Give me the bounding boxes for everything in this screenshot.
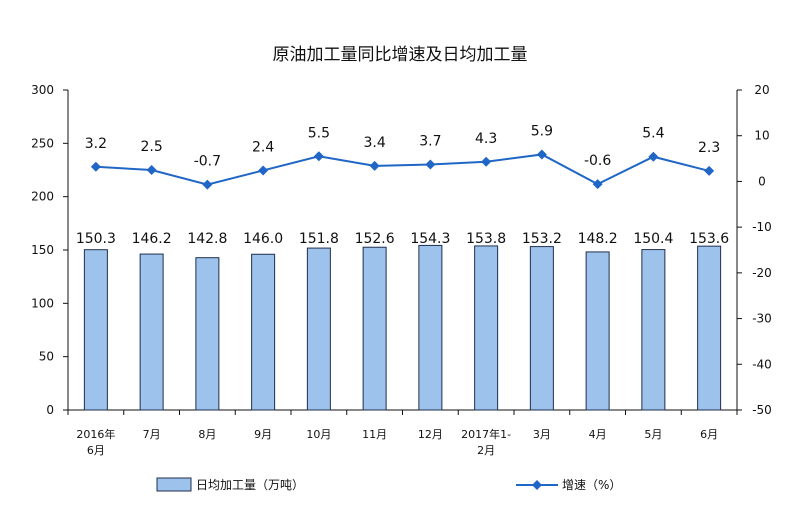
bar-data-label: 142.8 — [187, 231, 227, 247]
bar-data-label: 153.8 — [466, 231, 506, 247]
bar — [474, 245, 499, 411]
y-left-tick-label: 50 — [39, 350, 54, 364]
line-marker — [313, 151, 324, 162]
line-data-label: 3.7 — [419, 134, 441, 150]
line-data-label: 5.9 — [531, 123, 553, 139]
y-left-tick-label: 250 — [31, 136, 54, 150]
growth-line — [95, 153, 710, 186]
y-left-tick-label: 100 — [31, 296, 54, 310]
line-marker — [146, 165, 157, 175]
line-marker — [90, 161, 101, 172]
x-tick-label: 8月 — [198, 428, 216, 441]
bar-data-label: 148.2 — [578, 231, 618, 247]
line-data-label: -0.6 — [584, 153, 611, 169]
bars — [83, 244, 722, 411]
line-data-label: 2.3 — [698, 140, 720, 156]
y-right-tick-label: 10 — [754, 129, 769, 143]
bar-data-label: 150.3 — [76, 231, 116, 247]
chart-title: 原油加工量同比增速及日均加工量 — [273, 45, 528, 65]
legend-line-label: 增速（%） — [562, 478, 621, 492]
bar-data-label: 150.4 — [633, 231, 673, 247]
line-data-label: 5.4 — [642, 126, 664, 142]
line-marker — [481, 156, 492, 167]
bar — [362, 246, 387, 411]
line-marker — [202, 179, 213, 190]
x-tick-label: 6月 — [700, 428, 718, 441]
line-data-label: 5.5 — [308, 125, 330, 141]
line-marker — [592, 179, 603, 190]
bar-data-label: 146.0 — [243, 231, 283, 247]
x-tick-label: 6月 — [87, 444, 105, 457]
x-tick-label: 2016年 — [76, 427, 115, 441]
bar — [697, 245, 722, 411]
legend-line-marker — [532, 480, 542, 490]
x-tick-label: 7月 — [143, 428, 161, 441]
x-tick-label: 5月 — [644, 428, 662, 441]
bar — [529, 246, 554, 411]
x-tick-label: 3月 — [533, 428, 551, 441]
bar — [251, 253, 276, 411]
y-left-tick-label: 200 — [31, 190, 54, 204]
y-left-tick-label: 0 — [46, 403, 54, 417]
x-tick-label: 9月 — [254, 428, 272, 441]
y-right-tick-label: -40 — [752, 357, 772, 371]
line-data-label: 3.2 — [85, 136, 107, 152]
legend-bar-label: 日均加工量（万吨） — [196, 478, 304, 492]
y-left-tick-label: 150 — [31, 243, 54, 257]
bar — [418, 244, 443, 411]
legend-bar-swatch — [156, 477, 192, 492]
data-labels: 150.3 146.2 142.8 146.0 151.8 152.6 154.3 153.8… — [76, 123, 729, 247]
line-marker — [536, 149, 547, 160]
y-right-tick-label: -20 — [752, 266, 772, 280]
line-marker — [704, 165, 715, 176]
x-tick-label: 10月 — [306, 428, 331, 441]
bar — [585, 251, 610, 411]
bar-data-label: 146.2 — [132, 231, 172, 247]
line-marker — [258, 165, 269, 176]
y-right-tick-label: -50 — [752, 403, 772, 417]
y-right-tick-label: -10 — [752, 220, 772, 234]
y-right-tick-label: 0 — [758, 174, 766, 188]
bar-data-label: 153.2 — [522, 231, 562, 247]
bar-data-label: 151.8 — [299, 231, 339, 247]
line-marker — [425, 159, 436, 170]
legend: 日均加工量（万吨） 增速（%） — [156, 477, 621, 492]
line-data-label: 2.4 — [252, 139, 274, 155]
x-tick-label: 4月 — [589, 428, 607, 441]
x-tick-label: 2017年1- — [461, 427, 511, 441]
line-data-label: -0.7 — [194, 154, 221, 170]
x-tick-label: 11月 — [362, 428, 387, 441]
bar — [195, 257, 220, 411]
line-marker — [369, 160, 380, 171]
line-marker — [648, 151, 659, 162]
line-series — [90, 149, 715, 190]
y-right-tick-label: -30 — [752, 312, 772, 326]
line-data-label: 4.3 — [475, 131, 497, 147]
axes: 0 50 100 150 200 250 300 -50 -40 -30 -20 -10 0 10 20 20… — [31, 83, 772, 457]
bar — [641, 249, 666, 411]
bar-data-label: 152.6 — [355, 231, 395, 247]
bar — [83, 249, 108, 411]
bar-data-label: 154.3 — [410, 231, 450, 247]
x-tick-label: 2月 — [477, 444, 495, 457]
x-tick-label: 12月 — [418, 428, 443, 441]
bar-data-label: 153.6 — [689, 231, 729, 247]
bar — [139, 253, 164, 411]
y-left-tick-label: 300 — [31, 83, 54, 97]
line-data-label: 3.4 — [363, 135, 385, 151]
bar — [306, 247, 331, 411]
y-right-tick-label: 20 — [754, 83, 769, 97]
line-data-label: 2.5 — [140, 139, 162, 155]
